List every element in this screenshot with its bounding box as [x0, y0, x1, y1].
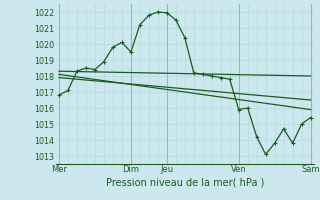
- X-axis label: Pression niveau de la mer( hPa ): Pression niveau de la mer( hPa ): [106, 177, 264, 187]
